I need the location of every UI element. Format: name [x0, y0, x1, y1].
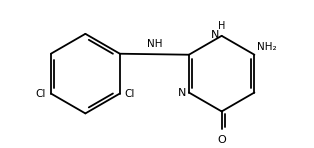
Text: N: N — [211, 30, 220, 40]
Text: Cl: Cl — [35, 89, 46, 99]
Text: O: O — [217, 135, 226, 145]
Text: H: H — [218, 21, 225, 31]
Text: NH: NH — [147, 39, 162, 49]
Text: Cl: Cl — [125, 89, 135, 99]
Text: N: N — [177, 87, 186, 98]
Text: NH₂: NH₂ — [257, 42, 277, 52]
